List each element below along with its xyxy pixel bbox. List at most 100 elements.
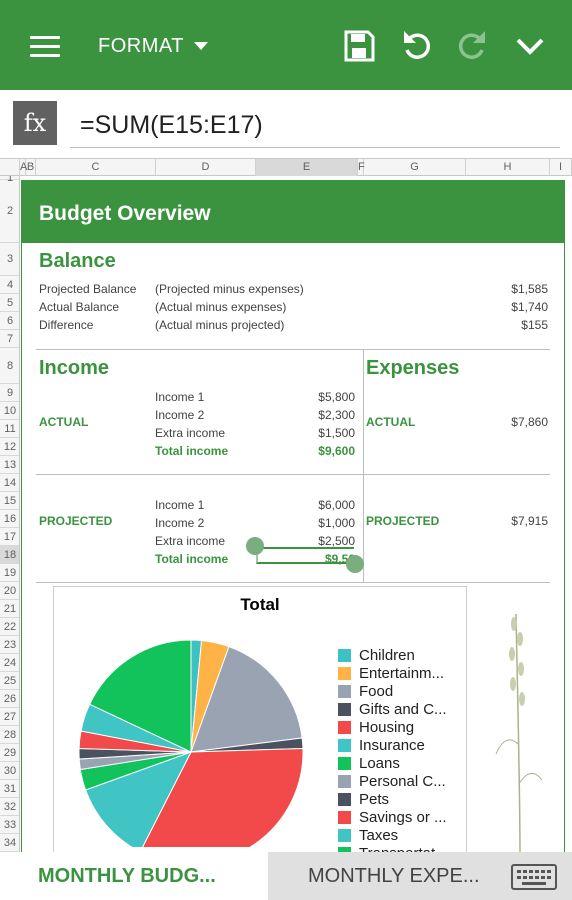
row-header-12[interactable]: 12 [0,438,19,456]
row-header-11[interactable]: 11 [0,420,19,438]
legend-item[interactable]: Gifts and C... [338,701,447,718]
income-total-label[interactable]: Total income [155,444,229,458]
row-header-3[interactable]: 3 [0,243,19,276]
income-row-label[interactable]: Income 2 [155,408,205,422]
keyboard-icon[interactable] [510,862,558,892]
tab-monthly-expenses[interactable]: MONTHLY EXPE... [308,864,480,887]
row-header-4[interactable]: 4 [0,276,19,294]
formula-input[interactable] [70,104,560,148]
pie-slice-2[interactable] [190,645,303,753]
balance-label[interactable]: Actual Balance [39,300,120,314]
balance-value[interactable]: $1,585 [511,282,548,296]
income-row-value[interactable]: $2,500 [318,534,355,548]
cell-selection[interactable] [256,547,354,564]
legend-item[interactable]: Transportat... [338,845,448,852]
expenses-projected-value[interactable]: $7,915 [511,514,548,528]
column-header-d[interactable]: D [156,159,256,176]
redo-icon[interactable] [453,26,493,66]
row-header-7[interactable]: 7 [0,330,19,348]
income-row-label[interactable]: Income 1 [155,390,205,404]
fx-icon[interactable]: fx [13,101,57,145]
legend-item[interactable]: Entertainm... [338,665,444,682]
legend-item[interactable]: Food [338,683,393,700]
income-row-label[interactable]: Extra income [155,534,226,548]
column-header-f[interactable]: F [358,159,365,176]
row-header-26[interactable]: 26 [0,690,19,708]
expenses-actual-value[interactable]: $7,860 [511,415,548,429]
legend-item[interactable]: Children [338,647,415,664]
undo-icon[interactable] [396,26,436,66]
row-header-28[interactable]: 28 [0,726,19,744]
row-header-18[interactable]: 18 [0,546,19,564]
row-header-22[interactable]: 22 [0,618,19,636]
expenses-actual-label[interactable]: ACTUAL [366,415,416,429]
income-total-label[interactable]: Total income [155,552,229,566]
income-row-value[interactable]: $1,500 [318,426,355,440]
row-header-5[interactable]: 5 [0,294,19,312]
expenses-projected-label[interactable]: PROJECTED [366,514,440,528]
format-menu-button[interactable]: FORMAT [98,30,208,62]
row-header-2[interactable]: 2 [0,180,19,243]
row-header-9[interactable]: 9 [0,384,19,402]
row-header-15[interactable]: 15 [0,492,19,510]
row-header-13[interactable]: 13 [0,456,19,474]
column-header-h[interactable]: H [466,159,550,176]
row-header-31[interactable]: 31 [0,780,19,798]
tab-monthly-budget[interactable]: MONTHLY BUDG... [0,852,268,900]
column-header-e[interactable]: E [256,159,358,176]
row-header-32[interactable]: 32 [0,798,19,816]
income-row-value[interactable]: $5,800 [318,390,355,404]
selection-handle-start[interactable] [246,537,264,555]
income-row-label[interactable]: Extra income [155,426,226,440]
column-header-g[interactable]: G [364,159,466,176]
income-row-label[interactable]: Income 2 [155,516,205,530]
column-header-b[interactable]: B [26,159,36,176]
income-row-value[interactable]: $2,300 [318,408,355,422]
legend-item[interactable]: Taxes [338,827,398,844]
column-header-c[interactable]: C [36,159,156,176]
balance-label[interactable]: Projected Balance [39,282,137,296]
pie-chart[interactable]: Total Children Entertainm... Food Gifts and… [53,586,467,852]
pie-slice-4[interactable] [140,747,304,847]
row-header-16[interactable]: 16 [0,510,19,528]
selection-handle-end[interactable] [346,555,364,573]
row-header-6[interactable]: 6 [0,312,19,330]
hamburger-menu-icon[interactable] [24,28,64,64]
balance-note[interactable]: (Actual minus projected) [155,318,285,332]
legend-item[interactable]: Personal C... [338,773,446,790]
row-header-8[interactable]: 8 [0,348,19,384]
balance-note[interactable]: (Projected minus expenses) [155,282,304,296]
row-header-30[interactable]: 30 [0,762,19,780]
row-header-10[interactable]: 10 [0,402,19,420]
legend-item[interactable]: Insurance [338,737,425,754]
legend-item[interactable]: Savings or ... [338,809,447,826]
income-row-value[interactable]: $1,000 [318,516,355,530]
row-header-27[interactable]: 27 [0,708,19,726]
income-row-value[interactable]: $6,000 [318,498,355,512]
balance-label[interactable]: Difference [39,318,94,332]
row-header-24[interactable]: 24 [0,654,19,672]
row-header-17[interactable]: 17 [0,528,19,546]
pie-slice-11[interactable] [88,639,192,753]
chevron-down-icon[interactable] [510,26,550,66]
spreadsheet-grid[interactable]: Budget Overview Balance Projected Balanc… [20,176,572,852]
balance-value[interactable]: $155 [521,318,548,332]
row-header-25[interactable]: 25 [0,672,19,690]
select-all-corner[interactable] [0,159,20,176]
row-header-34[interactable]: 34 [0,834,19,852]
income-total-value[interactable]: $9,600 [318,444,355,458]
row-header-14[interactable]: 14 [0,474,19,492]
column-header-i[interactable]: I [550,159,572,176]
row-header-21[interactable]: 21 [0,600,19,618]
row-header-33[interactable]: 33 [0,816,19,834]
income-row-label[interactable]: Income 1 [155,498,205,512]
row-header-19[interactable]: 19 [0,564,19,582]
income-actual-label[interactable]: ACTUAL [39,415,89,429]
row-header-20[interactable]: 20 [0,582,19,600]
column-header-a[interactable]: A [20,159,27,176]
row-header-1[interactable]: 1 [0,176,19,184]
legend-item[interactable]: Pets [338,791,389,808]
row-header-29[interactable]: 29 [0,744,19,762]
pie-slice-5[interactable] [84,751,193,847]
legend-item[interactable]: Loans [338,755,400,772]
